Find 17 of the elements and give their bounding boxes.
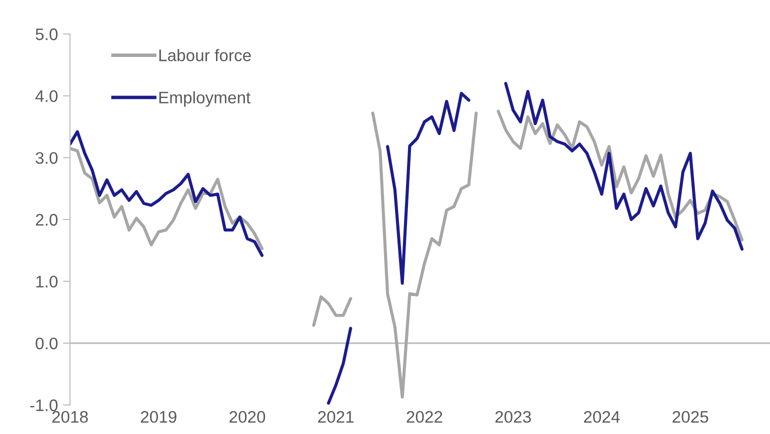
y-tick-label: 3.0: [36, 152, 58, 164]
x-tick-label: 2018: [52, 410, 88, 423]
legend-label: Labour force: [159, 49, 251, 62]
x-tick-label: 2024: [584, 410, 620, 423]
x-tick-label: 2023: [495, 410, 531, 423]
y-tick-label: 1.0: [36, 276, 58, 288]
x-tick-label: 2022: [406, 410, 442, 423]
y-tick-label: 2.0: [36, 214, 58, 226]
x-tick-label: 2020: [230, 410, 266, 423]
x-tick-label: 2019: [140, 410, 176, 423]
legend-label: Employment: [159, 91, 251, 107]
y-tick-label: 4.0: [35, 90, 58, 102]
x-tick-label: 2021: [318, 410, 354, 423]
y-tick-label: 0.0: [36, 338, 58, 350]
y-tick-label: -1.0: [30, 399, 58, 412]
x-tick-label: 2025: [672, 410, 708, 423]
y-tick-label: 5.0: [36, 28, 58, 40]
